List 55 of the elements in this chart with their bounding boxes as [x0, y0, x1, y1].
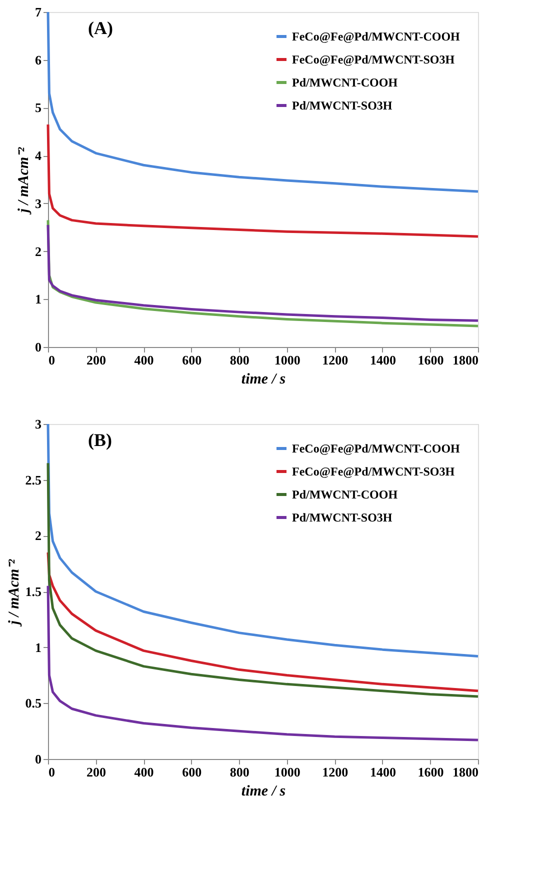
- line-series: [46, 10, 480, 193]
- y-tick-label: 4: [35, 148, 42, 164]
- x-tick-label: 0: [48, 764, 55, 780]
- line-series: [46, 123, 480, 238]
- legend-label: FeCo@Fe@Pd/MWCNT-SO3H: [292, 52, 456, 66]
- x-tick-label: 200: [86, 764, 106, 780]
- x-tick-label: 0: [48, 352, 55, 368]
- x-tick-label: 600: [182, 352, 202, 368]
- x-tick-label: 600: [182, 764, 202, 780]
- x-tick-label: 200: [86, 352, 106, 368]
- x-tick-label: 1600: [418, 352, 444, 368]
- x-axis-title: time / s: [241, 372, 286, 388]
- x-tick-label: 800: [230, 764, 250, 780]
- x-tick-label: 1400: [370, 764, 396, 780]
- y-tick-label: 0.5: [25, 696, 42, 711]
- legend-label: FeCo@Fe@Pd/MWCNT-COOH: [292, 30, 461, 44]
- x-tick-label: 1400: [370, 352, 396, 368]
- y-tick-label: 1: [35, 640, 42, 655]
- x-axis-title: time / s: [241, 784, 286, 800]
- legend-label: Pd/MWCNT-COOH: [292, 488, 398, 502]
- x-tick-label: 1800: [452, 352, 478, 368]
- y-axis-title: j / mAcm⁻²: [16, 146, 32, 215]
- y-axis-title: j / mAcm⁻²: [6, 558, 22, 627]
- chart-title: (A): [88, 18, 113, 38]
- y-tick-label: 7: [35, 4, 42, 20]
- line-series: [46, 422, 480, 658]
- y-tick-label: 0: [35, 340, 42, 354]
- y-tick-label: 5: [35, 100, 42, 116]
- x-tick-label: 400: [134, 352, 154, 368]
- x-tick-label: 1200: [322, 352, 348, 368]
- line-series: [46, 462, 480, 698]
- x-tick-label: 400: [134, 764, 154, 780]
- x-tick-label: 800: [230, 352, 250, 368]
- line-series: [46, 584, 480, 742]
- y-tick-label: 2.5: [25, 472, 42, 488]
- y-tick-label: 6: [35, 52, 42, 68]
- x-tick-label: 1000: [274, 352, 300, 368]
- legend-label: FeCo@Fe@Pd/MWCNT-SO3H: [292, 464, 456, 478]
- legend-label: Pd/MWCNT-SO3H: [292, 510, 393, 524]
- y-tick-label: 1: [35, 292, 42, 307]
- y-tick-label: 3: [35, 196, 42, 211]
- x-tick-label: 1000: [274, 764, 300, 780]
- legend-label: Pd/MWCNT-COOH: [292, 76, 398, 90]
- y-tick-label: 0: [35, 752, 42, 766]
- y-tick-label: 2: [35, 244, 42, 259]
- x-tick-label: 1200: [322, 764, 348, 780]
- x-tick-label: 1800: [452, 764, 478, 780]
- line-series: [46, 551, 480, 692]
- y-tick-label: 3: [35, 416, 42, 432]
- y-tick-label: 2: [35, 528, 42, 544]
- legend-label: FeCo@Fe@Pd/MWCNT-COOH: [292, 442, 461, 456]
- y-tick-label: 1.5: [25, 584, 42, 599]
- x-tick-label: 1600: [418, 764, 444, 780]
- chart-title: (B): [88, 430, 112, 450]
- legend-label: Pd/MWCNT-SO3H: [292, 98, 393, 112]
